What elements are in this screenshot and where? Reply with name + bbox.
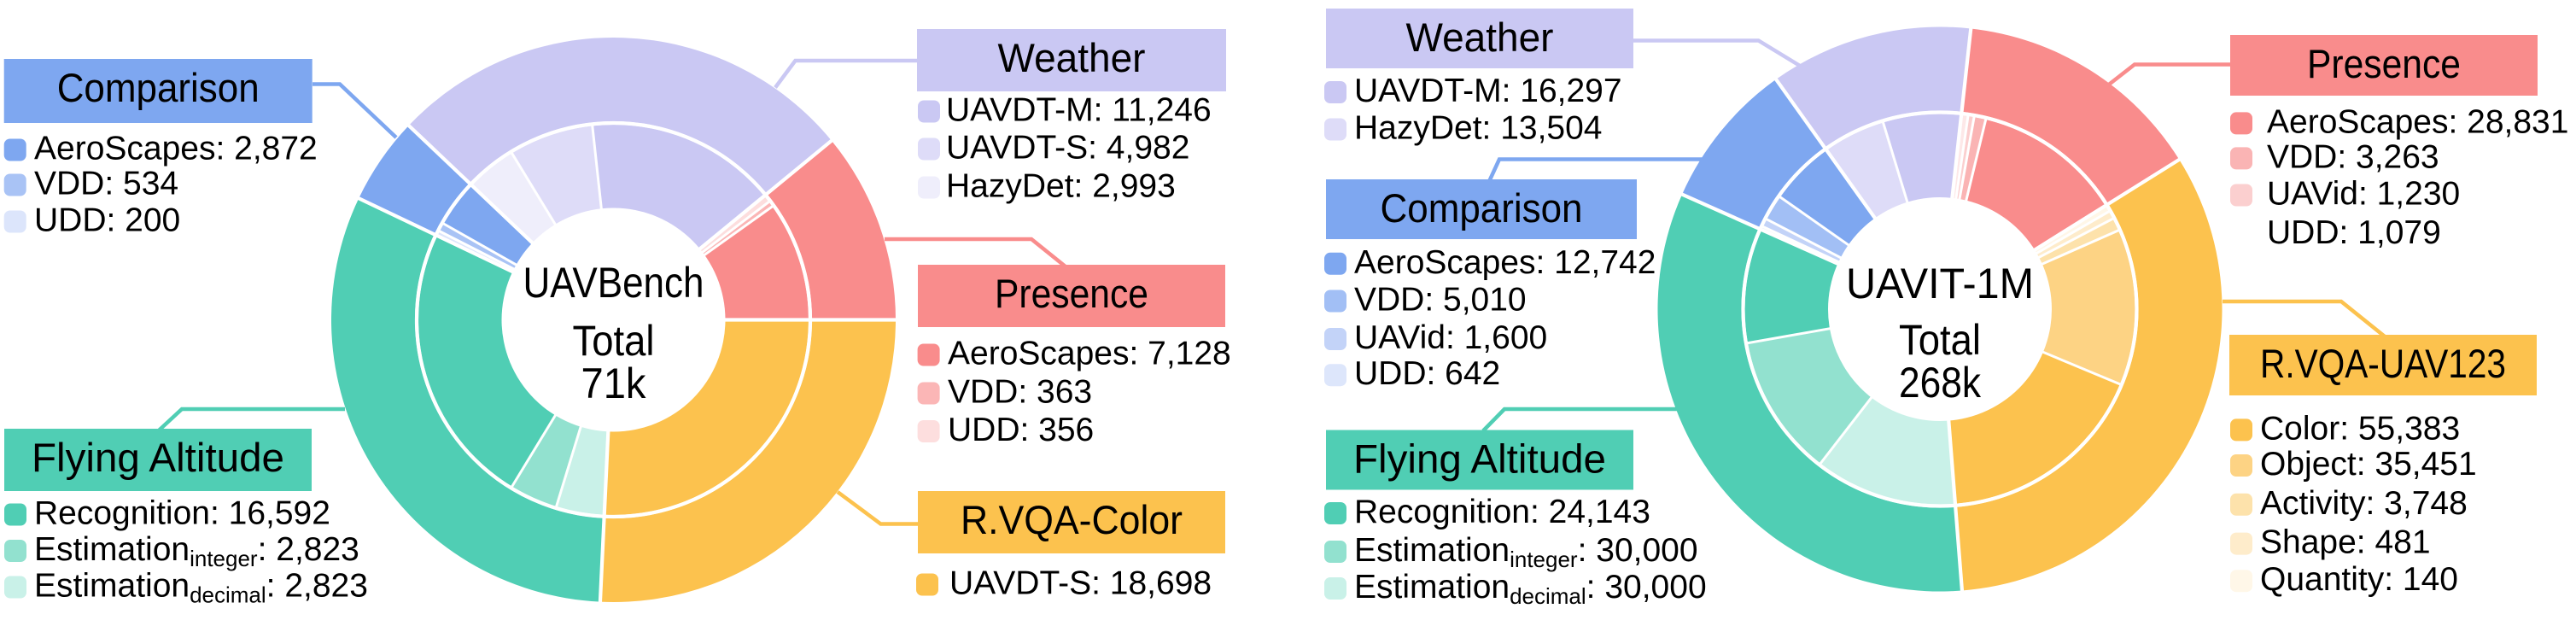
svg-text:Presence: Presence: [995, 271, 1148, 316]
svg-text:Comparison: Comparison: [57, 65, 260, 110]
svg-text:UAVIT-1M: UAVIT-1M: [1846, 260, 2034, 307]
svg-text:HazyDet: 13,504: HazyDet: 13,504: [1354, 110, 1603, 147]
svg-text:Quantity: 140: Quantity: 140: [2260, 561, 2458, 598]
svg-text:AeroScapes: 28,831: AeroScapes: 28,831: [2267, 103, 2568, 140]
svg-text:Weather: Weather: [998, 35, 1146, 80]
svg-text:Shape: 481: Shape: 481: [2260, 524, 2431, 561]
svg-text:UAVDT-S: 18,698: UAVDT-S: 18,698: [949, 565, 1212, 602]
svg-text:268k: 268k: [1899, 359, 1982, 407]
svg-text:UAVDT-M: 16,297: UAVDT-M: 16,297: [1354, 73, 1622, 109]
svg-text:Estimationdecimal: 2,823: Estimationdecimal: 2,823: [34, 568, 368, 608]
svg-text:UDD: 356: UDD: 356: [948, 412, 1094, 448]
svg-text:Recognition: 24,143: Recognition: 24,143: [1354, 494, 1650, 530]
svg-text:AeroScapes: 12,742: AeroScapes: 12,742: [1354, 244, 1656, 281]
svg-text:AeroScapes: 2,872: AeroScapes: 2,872: [34, 131, 318, 167]
svg-text:VDD: 5,010: VDD: 5,010: [1354, 282, 1527, 319]
svg-text:71k: 71k: [581, 360, 647, 407]
svg-text:Estimationinteger: 30,000: Estimationinteger: 30,000: [1354, 532, 1698, 572]
svg-text:VDD: 3,263: VDD: 3,263: [2267, 138, 2439, 175]
svg-text:VDD: 363: VDD: 363: [948, 374, 1092, 411]
svg-text:Presence: Presence: [2307, 41, 2461, 86]
svg-text:Flying Altitude: Flying Altitude: [32, 435, 284, 480]
svg-text:Object: 35,451: Object: 35,451: [2260, 446, 2477, 483]
svg-text:Total: Total: [573, 317, 655, 365]
svg-text:Comparison: Comparison: [1381, 185, 1583, 231]
svg-text:HazyDet: 2,993: HazyDet: 2,993: [946, 168, 1176, 205]
svg-text:Activity: 3,748: Activity: 3,748: [2260, 485, 2468, 522]
svg-text:Flying Altitude: Flying Altitude: [1353, 436, 1606, 482]
svg-text:VDD: 534: VDD: 534: [34, 166, 178, 202]
svg-text:R.VQA-Color: R.VQA-Color: [961, 497, 1183, 542]
svg-text:UAVDT-M: 11,246: UAVDT-M: 11,246: [946, 92, 1212, 129]
svg-text:AeroScapes: 7,128: AeroScapes: 7,128: [948, 336, 1231, 372]
svg-text:UAVid: 1,600: UAVid: 1,600: [1354, 319, 1547, 356]
svg-text:Color: 55,383: Color: 55,383: [2260, 410, 2460, 447]
svg-text:UAVBench: UAVBench: [523, 259, 704, 307]
svg-text:Total: Total: [1899, 316, 1981, 364]
svg-text:Weather: Weather: [1406, 15, 1554, 60]
svg-text:R.VQA-UAV123: R.VQA-UAV123: [2260, 341, 2506, 386]
svg-text:UDD: 200: UDD: 200: [34, 202, 180, 239]
svg-text:Recognition: 16,592: Recognition: 16,592: [34, 495, 330, 532]
svg-text:UDD: 1,079: UDD: 1,079: [2267, 214, 2441, 251]
svg-text:UDD: 642: UDD: 642: [1354, 355, 1500, 392]
svg-text:UAVDT-S: 4,982: UAVDT-S: 4,982: [946, 130, 1189, 167]
svg-text:UAVid: 1,230: UAVid: 1,230: [2267, 176, 2460, 213]
